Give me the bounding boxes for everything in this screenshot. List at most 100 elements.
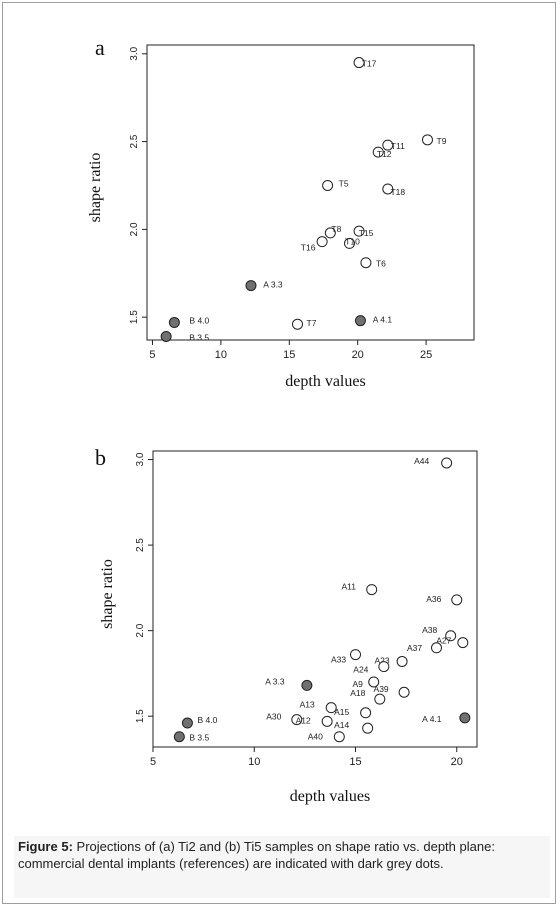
panel-a-y-axis-title: shape ratio: [87, 153, 104, 223]
panel-a-y-tick-label: 2.0: [129, 222, 140, 236]
point-label: T6: [376, 259, 386, 269]
panel-a-x-tick-label: 25: [420, 349, 432, 361]
point-label: A24: [353, 665, 368, 675]
sample-point: [316, 236, 328, 248]
reference-point: [459, 712, 471, 724]
panel-b-y-tick-label: 2.5: [135, 538, 146, 552]
sample-point: [421, 134, 433, 146]
sample-point: [396, 655, 408, 667]
point-label: A39: [374, 684, 389, 694]
sample-point: [350, 649, 361, 661]
sample-point: [343, 237, 355, 249]
sample-point: [324, 227, 336, 239]
panel-b-x-tick-label: 10: [248, 756, 260, 768]
panel-b-plot-frame: [152, 450, 478, 748]
point-label: T17: [362, 59, 377, 69]
point-label: T18: [390, 187, 405, 197]
sample-point: [360, 707, 372, 719]
reference-point: [354, 315, 366, 327]
panel-a-y-tick-label: 3.0: [129, 46, 140, 60]
reference-point: [173, 731, 185, 743]
panel-a-x-tick-label: 15: [283, 349, 295, 361]
reference-point: [168, 316, 180, 328]
sample-point: [372, 146, 384, 158]
point-label: A12: [296, 715, 311, 725]
reference-point: [181, 717, 193, 729]
panel-a-x-axis-title: depth values: [285, 373, 365, 390]
sample-point: [368, 676, 380, 688]
panel-a-x-tick-label: 5: [149, 349, 155, 361]
sample-point: [325, 702, 337, 714]
panel-b-x-tick-label: 5: [150, 756, 156, 768]
point-label: A 3.3: [265, 676, 285, 686]
sample-point: [431, 642, 442, 654]
panel-b-y-tick-label: 2.0: [135, 623, 146, 637]
reference-point: [245, 280, 257, 292]
point-label: A 4.1: [373, 315, 393, 325]
panel-b-letter: b: [95, 445, 106, 470]
point-label: A14: [334, 720, 349, 730]
sample-point: [451, 594, 463, 606]
sample-point: [445, 630, 457, 642]
sample-point: [366, 584, 378, 596]
panel-b-x-axis-title: depth values: [290, 788, 370, 805]
point-label: A23: [375, 655, 390, 665]
caption-text: Projections of (a) Ti2 and (b) Ti5 sampl…: [18, 839, 495, 871]
point-label: T12: [377, 149, 392, 159]
point-label: A13: [300, 700, 315, 710]
sample-point: [360, 257, 372, 269]
point-label: A38: [422, 625, 437, 635]
point-label: T8: [331, 224, 341, 234]
sample-point: [292, 318, 304, 330]
point-label: T11: [391, 141, 405, 151]
panel-b-y-axis-title: shape ratio: [99, 559, 116, 629]
point-label: A40: [308, 732, 323, 742]
sample-point: [362, 722, 374, 734]
sample-point: [374, 693, 386, 705]
point-label: A 4.1: [422, 714, 442, 724]
sample-point: [382, 183, 394, 195]
sample-point: [457, 637, 469, 649]
point-label: A18: [350, 688, 365, 698]
panel-a-x-tick-label: 20: [352, 349, 364, 361]
point-label: T10: [345, 236, 360, 246]
reference-point: [301, 679, 313, 691]
sample-point: [333, 731, 345, 743]
point-label: B 4.0: [197, 715, 217, 725]
point-label: A27: [436, 636, 451, 646]
panel-b-x-tick-label: 15: [349, 756, 361, 768]
point-label: T9: [437, 136, 447, 146]
point-label: A36: [426, 594, 441, 604]
panel-a-y-tick-label: 1.5: [129, 310, 140, 324]
point-label: A 3.3: [263, 280, 283, 290]
point-label: A33: [331, 655, 346, 665]
caption-label: Figure 5:: [18, 839, 73, 854]
point-label: A30: [266, 712, 281, 722]
figure-caption: Figure 5: Projections of (a) Ti2 and (b)…: [14, 836, 550, 898]
panel-b-y-tick-label: 3.0: [135, 452, 146, 466]
sample-point: [353, 225, 365, 237]
panel-b-x-tick-label: 20: [451, 756, 463, 768]
sample-point: [321, 715, 333, 727]
panel-b-y-tick-label: 1.5: [135, 709, 146, 723]
sample-point: [291, 714, 303, 726]
point-label: B 3.5: [189, 733, 209, 743]
point-label: A9: [353, 679, 364, 689]
sample-point: [382, 139, 394, 151]
sample-point: [378, 661, 390, 673]
sample-point: [322, 179, 334, 191]
point-label: B 3.5: [189, 332, 209, 342]
panel-a-plot-frame: [146, 44, 475, 341]
point-label: T5: [339, 178, 349, 188]
sample-point: [441, 457, 453, 469]
panel-a-y-tick-label: 2.5: [129, 134, 140, 148]
point-label: A44: [414, 456, 429, 466]
panel-a-letter: a: [95, 35, 105, 60]
point-label: A37: [407, 643, 422, 653]
panel-a-x-tick-label: 10: [215, 349, 227, 361]
reference-point: [160, 330, 172, 342]
point-label: T7: [307, 318, 317, 328]
point-label: A15: [334, 707, 349, 717]
